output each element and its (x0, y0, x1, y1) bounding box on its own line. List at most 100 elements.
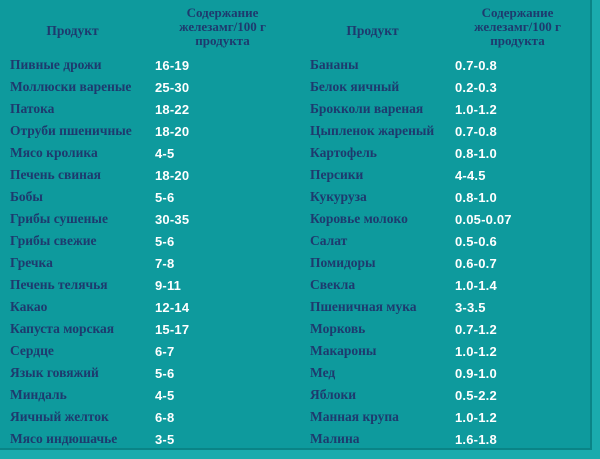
table-row: Салат 0.5-0.6 (300, 230, 590, 252)
product-name: Моллюски вареные (10, 79, 132, 94)
product-name: Грибы сушеные (10, 211, 108, 226)
table-row: Сердце 6-7 (0, 340, 300, 362)
iron-value: 0.8-1.0 (455, 145, 497, 161)
product-name: Пивные дрожи (10, 57, 102, 72)
product-name: Коровье молоко (310, 211, 408, 226)
iron-value: 0.8-1.0 (455, 189, 497, 205)
product-name: Мясо индюшачье (10, 431, 118, 446)
table-row: Коровье молоко 0.05-0.07 (300, 208, 590, 230)
iron-value: 6-8 (155, 409, 175, 425)
table-row: Мясо кролика 4-5 (0, 142, 300, 164)
iron-value: 30-35 (155, 211, 190, 227)
iron-value: 6-7 (155, 343, 175, 359)
iron-value: 25-30 (155, 79, 190, 95)
iron-value: 1.0-1.4 (455, 277, 497, 293)
table-row: Моллюски вареные 25-30 (0, 76, 300, 98)
table-row: Яблоки 0.5-2.2 (300, 384, 590, 406)
product-name: Бананы (310, 57, 359, 72)
iron-value: 12-14 (155, 299, 190, 315)
iron-value: 16-19 (155, 57, 190, 73)
column-header-product-right: Продукт (346, 23, 399, 38)
iron-value: 0.05-0.07 (455, 211, 512, 227)
table-row: Пивные дрожи 16-19 (0, 54, 300, 76)
iron-value: 4-4.5 (455, 167, 486, 183)
table-row: Брокколи вареная 1.0-1.2 (300, 98, 590, 120)
iron-value: 5-6 (155, 233, 175, 249)
table-row: Мясо индюшачье 3-5 (0, 428, 300, 450)
table-row: Яичный желток 6-8 (0, 406, 300, 428)
iron-value: 1.6-1.8 (455, 431, 497, 447)
product-name: Какао (10, 299, 48, 314)
table-row: Белок яичный 0.2-0.3 (300, 76, 590, 98)
product-name: Капуста морская (10, 321, 115, 336)
product-name: Свекла (310, 277, 356, 292)
table-row: Какао 12-14 (0, 296, 300, 318)
table-row: Макароны 1.0-1.2 (300, 340, 590, 362)
iron-value: 18-20 (155, 123, 190, 139)
iron-value: 4-5 (155, 387, 175, 403)
product-name: Макароны (310, 343, 377, 358)
product-name: Печень телячья (10, 277, 108, 292)
table-row: Отруби пшеничные 18-20 (0, 120, 300, 142)
iron-value: 1.0-1.2 (455, 409, 497, 425)
table-row: Грибы свежие 5-6 (0, 230, 300, 252)
product-name: Помидоры (310, 255, 376, 270)
product-name: Картофель (310, 145, 377, 160)
product-name: Яблоки (310, 387, 357, 402)
table-row: Грибы сушеные 30-35 (0, 208, 300, 230)
product-name: Брокколи вареная (310, 101, 424, 116)
table-row: Картофель 0.8-1.0 (300, 142, 590, 164)
product-name: Манная крупа (310, 409, 399, 424)
iron-value: 9-11 (155, 277, 182, 293)
product-name: Отруби пшеничные (10, 123, 132, 138)
product-name: Морковь (310, 321, 366, 336)
table-row: Бананы 0.7-0.8 (300, 54, 590, 76)
product-name: Печень свиная (10, 167, 101, 182)
product-name: Белок яичный (310, 79, 400, 94)
product-name: Гречка (10, 255, 53, 270)
table-row: Малина 1.6-1.8 (300, 428, 590, 450)
iron-value: 5-6 (155, 189, 175, 205)
product-name: Миндаль (10, 387, 67, 402)
table-row: Печень свиная 18-20 (0, 164, 300, 186)
iron-value: 0.5-0.6 (455, 233, 497, 249)
table-row: Капуста морская 15-17 (0, 318, 300, 340)
table-row: Персики 4-4.5 (300, 164, 590, 186)
table-row: Патока 18-22 (0, 98, 300, 120)
table-row: Кукуруза 0.8-1.0 (300, 186, 590, 208)
product-name: Малина (310, 431, 360, 446)
table-row: Миндаль 4-5 (0, 384, 300, 406)
product-name: Яичный желток (10, 409, 109, 424)
table-row: Помидоры 0.6-0.7 (300, 252, 590, 274)
iron-value: 18-20 (155, 167, 190, 183)
column-header-iron-content-right: Содержание железамг/100 г продукта (474, 4, 561, 49)
column-header-product-left: Продукт (46, 23, 99, 38)
product-name: Персики (310, 167, 364, 182)
product-name: Кукуруза (310, 189, 367, 204)
table-row: Бобы 5-6 (0, 186, 300, 208)
table-rows-left: Пивные дрожи 16-19 Моллюски вареные 25-30 Па… (0, 54, 300, 450)
table-row: Цыпленок жареный 0.7-0.8 (300, 120, 590, 142)
iron-value: 3-3.5 (455, 299, 486, 315)
iron-value: 0.5-2.2 (455, 387, 497, 403)
product-name: Патока (10, 101, 55, 116)
iron-value: 18-22 (155, 101, 190, 117)
iron-value: 7-8 (155, 255, 175, 271)
product-name: Язык говяжий (10, 365, 99, 380)
product-name: Салат (310, 233, 348, 248)
iron-value: 0.6-0.7 (455, 255, 497, 271)
product-name: Бобы (10, 189, 43, 204)
table-row: Печень телячья 9-11 (0, 274, 300, 296)
column-header-iron-content-left: Содержание железамг/100 г продукта (179, 4, 266, 49)
iron-value: 5-6 (155, 365, 175, 381)
iron-value: 3-5 (155, 431, 175, 447)
table-row: Свекла 1.0-1.4 (300, 274, 590, 296)
iron-value: 1.0-1.2 (455, 101, 497, 117)
product-name: Мясо кролика (10, 145, 98, 160)
table-row: Язык говяжий 5-6 (0, 362, 300, 384)
iron-value: 1.0-1.2 (455, 343, 497, 359)
table-rows-right: Бананы 0.7-0.8 Белок яичный 0.2-0.3 Брокколи… (300, 54, 590, 450)
product-name: Грибы свежие (10, 233, 97, 248)
iron-value: 0.2-0.3 (455, 79, 497, 95)
